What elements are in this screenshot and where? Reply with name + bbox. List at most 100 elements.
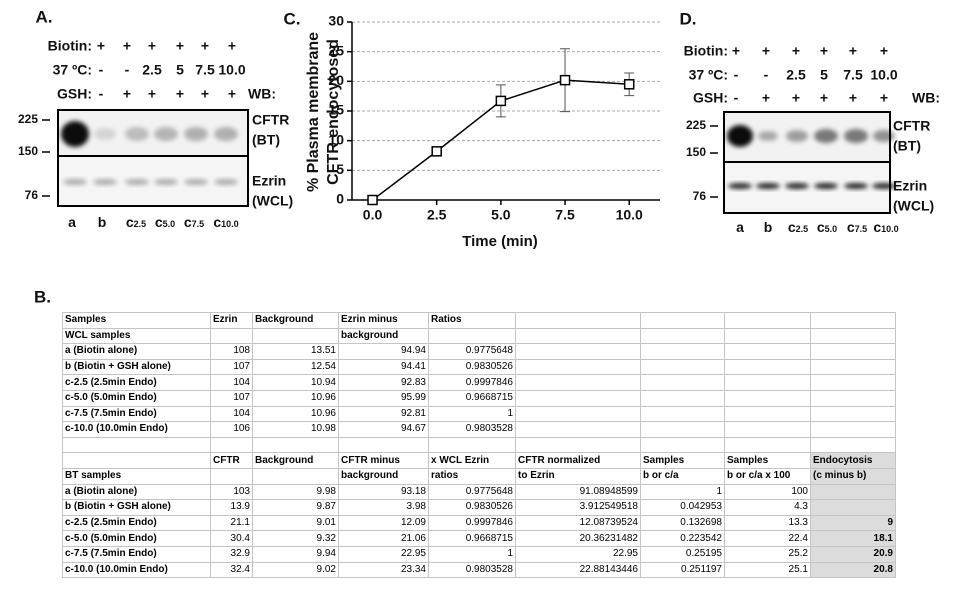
empty-cell (811, 344, 896, 360)
band-label: (WCL) (893, 198, 934, 214)
empty-cell (811, 484, 896, 500)
table-cell: 12.09 (339, 515, 429, 531)
ezrin-band (728, 183, 752, 189)
table-cell: 94.67 (339, 422, 429, 438)
table-cell: 104 (211, 375, 253, 391)
table-cell: 0.9803528 (429, 562, 516, 578)
empty-cell (811, 359, 896, 375)
table-row: b (Biotin + GSH alone)10712.5494.410.983… (63, 359, 896, 375)
cftr-band (873, 130, 895, 142)
condition: 10.0 (870, 67, 897, 83)
table-cell: 92.81 (339, 406, 429, 422)
table-cell: Samples (641, 453, 725, 469)
table-row: c-10.0 (10.0min Endo)10610.9894.670.9803… (63, 422, 896, 438)
lane-subscript: 7.5 (192, 219, 205, 229)
x-tick-label: 0.0 (363, 207, 383, 223)
table-cell: 4.3 (725, 500, 811, 516)
table-cell: 1 (429, 546, 516, 562)
empty-cell (641, 390, 725, 406)
empty-cell (641, 422, 725, 438)
condition: + (792, 43, 800, 59)
table-cell: BT samples (63, 468, 211, 484)
lane-letter: b (764, 219, 773, 235)
x-tick-label: 10.0 (616, 207, 643, 223)
empty-cell (63, 437, 211, 453)
table-cell: b (Biotin + GSH alone) (63, 500, 211, 516)
condition: 5 (820, 67, 828, 83)
lane-subscript: 5.0 (163, 219, 176, 229)
table-row: WCL samplesbackground (63, 328, 896, 344)
table-cell: 104 (211, 406, 253, 422)
cftr-band (184, 127, 208, 141)
empty-cell (429, 328, 516, 344)
data-marker (625, 80, 634, 89)
empty-cell (811, 422, 896, 438)
table-cell: 0.223542 (641, 531, 725, 547)
cftr-band (727, 125, 753, 147)
condition: + (123, 38, 131, 54)
condition: - (764, 67, 769, 83)
panel-label: B. (34, 288, 51, 306)
empty-cell (811, 390, 896, 406)
table-cell: 22.4 (725, 531, 811, 547)
table-cell: c-7.5 (7.5min Endo) (63, 406, 211, 422)
empty-cell (811, 328, 896, 344)
table-cell: 93.18 (339, 484, 429, 500)
lane-label: c2.5 (126, 214, 146, 230)
lane-label: a (736, 219, 744, 235)
table-cell: 0.9830526 (429, 359, 516, 375)
mw-marker: 76 (25, 188, 39, 202)
empty-cell (63, 453, 211, 469)
data-marker (368, 196, 377, 205)
lane-letter: c (788, 219, 796, 235)
table-cell: a (Biotin alone) (63, 484, 211, 500)
band-label: CFTR (252, 112, 289, 128)
lane-subscript: 10.0 (881, 224, 899, 234)
page: A. D. C. Time (min) % Plasma membrane CF… (0, 0, 966, 580)
condition: + (148, 86, 156, 102)
row-label: 37 ºC: (689, 67, 728, 83)
condition: 7.5 (195, 62, 215, 78)
table-cell: 0.9997846 (429, 375, 516, 391)
table-cell: c-5.0 (5.0min Endo) (63, 531, 211, 547)
table-cell: 95.99 (339, 390, 429, 406)
condition: - (99, 86, 104, 102)
empty-cell (211, 328, 253, 344)
condition: 2.5 (786, 67, 806, 83)
row-label: GSH: (57, 86, 92, 102)
table-cell: Endocytosis (811, 453, 896, 469)
table-cell: b or c/a (641, 468, 725, 484)
empty-cell (811, 313, 896, 329)
empty-cell (641, 406, 725, 422)
table-cell: 0.9830526 (429, 500, 516, 516)
table-row: c-5.0 (5.0min Endo)10710.9695.990.966871… (63, 390, 896, 406)
condition: 7.5 (843, 67, 863, 83)
empty-cell (516, 375, 641, 391)
condition: + (820, 90, 828, 106)
table-row: CFTRBackgroundCFTR minusx WCL EzrinCFTR … (63, 453, 896, 469)
condition: + (792, 90, 800, 106)
table-row (63, 437, 896, 453)
table-cell: 0.9668715 (429, 390, 516, 406)
table-cell: 107 (211, 359, 253, 375)
lane-letter: c (155, 214, 163, 230)
wb-label: WB: (248, 86, 276, 102)
table-cell: Background (253, 313, 339, 329)
table-cell: 10.94 (253, 375, 339, 391)
condition: + (176, 38, 184, 54)
table-cell: 0.042953 (641, 500, 725, 516)
table-cell: 94.41 (339, 359, 429, 375)
table-cell: 32.4 (211, 562, 253, 578)
ezrin-band (125, 179, 149, 185)
lane-label: a (68, 214, 76, 230)
lane-letter: c (126, 214, 134, 230)
condition: + (849, 90, 857, 106)
data-marker (496, 96, 505, 105)
row-label: GSH: (693, 90, 728, 106)
lane-subscript: 2.5 (796, 224, 809, 234)
empty-cell (211, 437, 253, 453)
condition: - (734, 67, 739, 83)
table-cell: 9.94 (253, 546, 339, 562)
y-tick-label: 15 (328, 102, 344, 118)
